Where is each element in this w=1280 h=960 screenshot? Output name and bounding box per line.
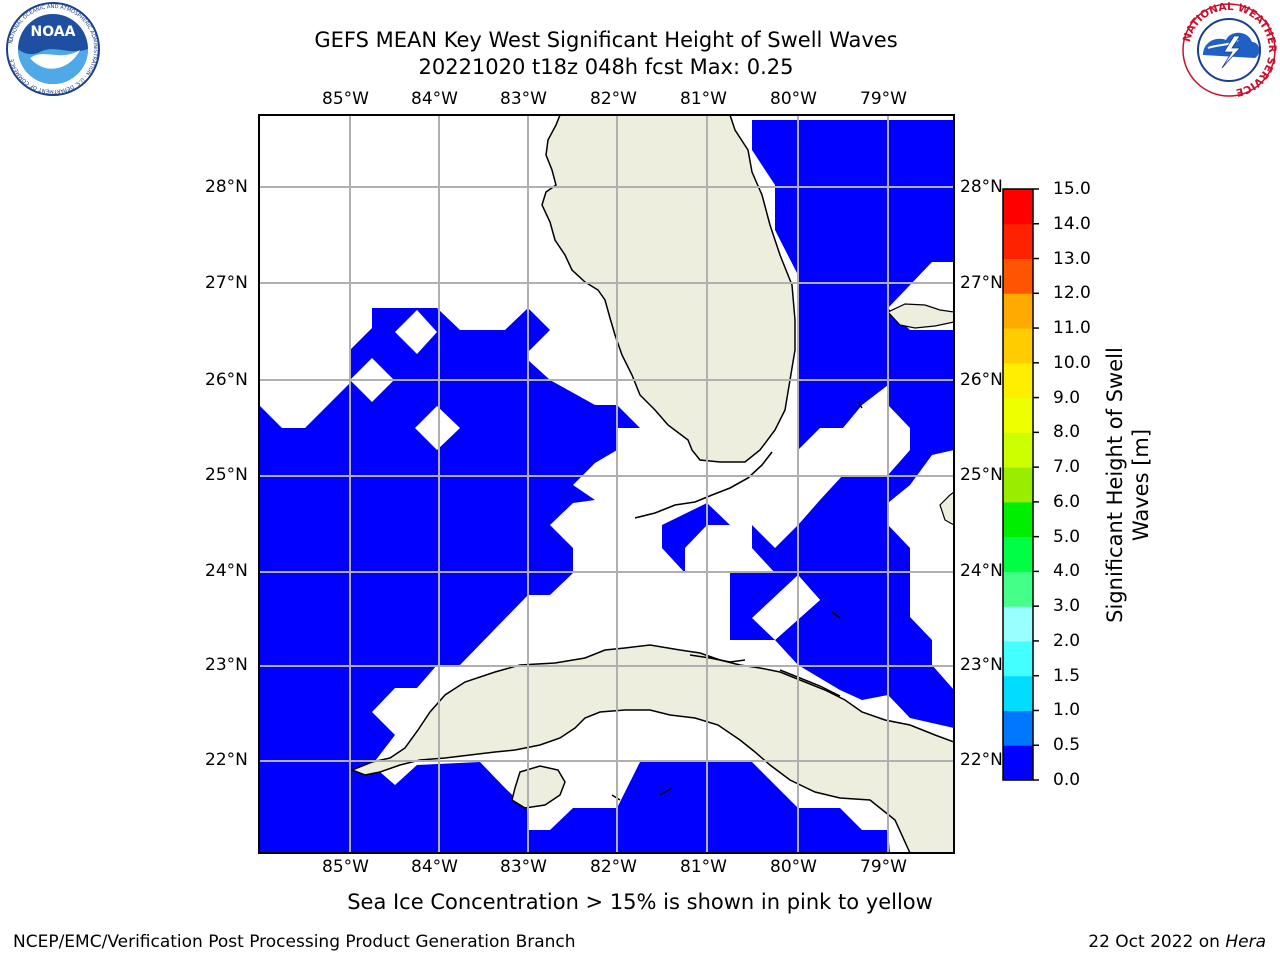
lat-lon-grid: [259, 115, 954, 853]
lon-label-top: 85°W: [322, 89, 369, 109]
lat-label-right: 27°N: [960, 273, 1003, 293]
lon-label-top: 83°W: [500, 89, 547, 109]
grand-bahama: [887, 303, 954, 329]
colorbar-band: [1003, 640, 1033, 677]
noaa-logo: NOAA NATIONAL OCEANIC AND ATMOSPHERIC AD…: [6, 2, 100, 96]
colorbar-tick-label: 4.0: [1053, 561, 1081, 582]
colorbar-band: [1003, 606, 1033, 642]
colorbar-band: [1003, 397, 1033, 433]
colorbar-band: [1003, 467, 1033, 503]
lon-label-bottom: 81°W: [680, 857, 727, 877]
colorbar-band: [1003, 223, 1033, 260]
colorbar-band: [1003, 189, 1033, 225]
colorbar-tick-label: 1.0: [1053, 700, 1081, 721]
lat-label-left: 25°N: [205, 465, 248, 485]
colorbar-band: [1003, 571, 1033, 607]
florida-keys: [634, 451, 773, 519]
colorbar-tick-label: 14.0: [1053, 213, 1091, 234]
footer-date-text: 22 Oct 2022 on: [1088, 932, 1226, 952]
lon-label-top: 82°W: [590, 89, 637, 109]
colorbar-tick-label: 8.0: [1053, 422, 1081, 443]
colorbar-band: [1003, 501, 1033, 538]
colorbar-tick-label: 10.0: [1053, 352, 1091, 373]
lon-label-bottom: 82°W: [590, 857, 637, 877]
isla-de-la-juventud: [511, 765, 566, 809]
nws-logo: NATIONAL WEATHER SERVICE: [1181, 1, 1278, 99]
lon-label-bottom: 79°W: [860, 857, 907, 877]
colorbar-tick-label: 12.0: [1053, 283, 1091, 304]
lat-label-right: 28°N: [960, 177, 1003, 197]
colorbar-tick-label: 5.0: [1053, 526, 1081, 547]
lat-label-right: 22°N: [960, 750, 1003, 770]
andros-island: [939, 491, 954, 526]
footer-date: 22 Oct 2022 on Hera: [1088, 932, 1266, 952]
footer-credit: NCEP/EMC/Verification Post Processing Pr…: [13, 932, 576, 952]
lon-label-bottom: 85°W: [322, 857, 369, 877]
colorbar-tick-label: 0.0: [1053, 770, 1081, 790]
colorbar-band: [1003, 745, 1033, 781]
sea-ice-note: Sea Ice Concentration > 15% is shown in …: [347, 890, 933, 914]
colorbar-band: [1003, 710, 1033, 746]
colorbar-band: [1003, 293, 1033, 329]
colorbar-title: Significant Height of Swell Waves [m]: [1103, 347, 1153, 623]
colorbar-band: [1003, 328, 1033, 364]
cuba-landmass: [349, 644, 954, 853]
colorbar-tick-label: 7.0: [1053, 457, 1081, 478]
colorbar-tick-label: 9.0: [1053, 387, 1081, 408]
lat-label-left: 27°N: [205, 273, 248, 293]
colorbar-band: [1003, 362, 1033, 399]
lon-label-top: 79°W: [860, 89, 907, 109]
cuban-cays: [611, 401, 863, 801]
swell-height-field: [259, 120, 954, 853]
footer-host: Hera: [1225, 932, 1266, 952]
lon-label-top: 80°W: [770, 89, 817, 109]
colorbar-band: [1003, 675, 1033, 711]
lat-label-left: 28°N: [205, 177, 248, 197]
colorbar-band: [1003, 536, 1033, 572]
colorbar-band: [1003, 432, 1033, 468]
colorbar-tick-label: 15.0: [1053, 179, 1091, 199]
florida-landmass: [541, 115, 796, 463]
lat-label-left: 22°N: [205, 750, 248, 770]
lat-label-left: 24°N: [205, 561, 248, 581]
lon-label-top: 84°W: [411, 89, 458, 109]
colorbar-tick-label: 6.0: [1053, 491, 1081, 512]
map-title: GEFS MEAN Key West Significant Height of…: [314, 28, 898, 52]
colorbar-band: [1003, 258, 1033, 294]
colorbar-tick-label: 1.5: [1053, 665, 1081, 686]
lon-label-bottom: 80°W: [770, 857, 817, 877]
lon-label-bottom: 84°W: [411, 857, 458, 877]
lat-label-left: 23°N: [205, 655, 248, 675]
colorbar-tick-label: 2.0: [1053, 630, 1081, 651]
colorbar: [1002, 188, 1039, 781]
colorbar-tick-label: 0.5: [1053, 735, 1081, 756]
lon-label-bottom: 83°W: [500, 857, 547, 877]
colorbar-tick-label: 13.0: [1053, 248, 1091, 269]
colorbar-tick-label: 11.0: [1053, 318, 1091, 339]
lat-label-right: 26°N: [960, 370, 1003, 390]
lat-label-left: 26°N: [205, 370, 248, 390]
noaa-logo-text: NOAA: [31, 24, 76, 40]
lat-label-right: 25°N: [960, 465, 1003, 485]
lon-label-top: 81°W: [680, 89, 727, 109]
colorbar-tick-label: 3.0: [1053, 596, 1081, 617]
map-frame: [258, 114, 955, 854]
lat-label-right: 23°N: [960, 655, 1003, 675]
lat-label-right: 24°N: [960, 561, 1003, 581]
map-subtitle: 20221020 t18z 048h fcst Max: 0.25: [418, 55, 794, 79]
